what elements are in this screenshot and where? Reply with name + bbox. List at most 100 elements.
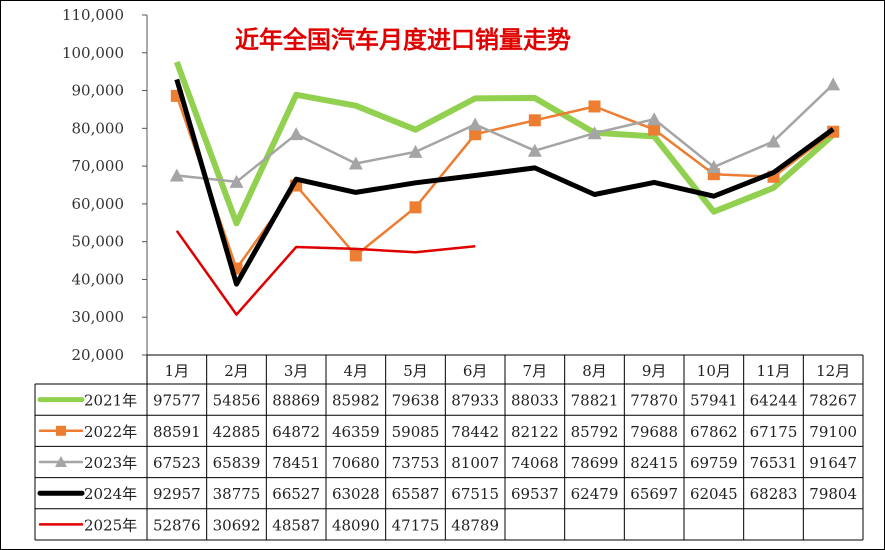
table-cell: 67515 <box>451 485 499 503</box>
table-cell: 70680 <box>332 454 380 472</box>
series-label: 2022年 <box>84 423 137 441</box>
table-cell: 88591 <box>153 423 201 441</box>
table-cell: 68283 <box>750 485 798 503</box>
y-axis: 20,000 30,000 40,000 50,000 60,000 70,000 80,0… <box>62 6 148 364</box>
table-cell: 76531 <box>750 454 798 472</box>
y-tick-label: 100,000 <box>62 44 124 62</box>
table-cell: 78451 <box>272 454 320 472</box>
legend-key-2022 <box>38 425 84 436</box>
table-cell: 79804 <box>809 485 857 503</box>
triangle-marker-icon <box>468 117 483 131</box>
data-table: 1月 2月 3月 4月 5月 6月 7月 8月 9月 10月 11月 12月 2021年 97577 548… <box>34 354 864 541</box>
series-label: 2023年 <box>84 454 137 472</box>
chart-title: 近年全国汽车月度进口销量走势 <box>235 26 571 54</box>
triangle-marker-icon <box>826 77 841 91</box>
table-cell: 59085 <box>392 423 440 441</box>
series-2025 <box>175 230 476 316</box>
table-cell: 92957 <box>153 485 201 503</box>
table-cell: 69759 <box>690 454 738 472</box>
table-cell: 62045 <box>690 485 738 503</box>
table-cell: 82415 <box>630 454 678 472</box>
month-header: 11月 <box>756 362 790 380</box>
table-cell: 46359 <box>332 423 380 441</box>
triangle-marker-icon <box>587 126 602 140</box>
triangle-marker-icon <box>229 174 244 188</box>
triangle-marker-icon <box>706 160 721 174</box>
series-2021 <box>173 60 836 227</box>
triangle-marker-icon <box>527 143 542 157</box>
month-header: 8月 <box>582 362 607 380</box>
table-cell: 81007 <box>451 454 499 472</box>
month-header: 1月 <box>165 362 190 380</box>
month-header: 6月 <box>463 362 488 380</box>
series-2023 <box>169 77 841 188</box>
series-line <box>175 95 834 270</box>
series-label: 2021年 <box>84 392 137 410</box>
table-cell: 30692 <box>213 516 261 534</box>
series-label: 2024年 <box>84 485 137 503</box>
y-tick-label: 30,000 <box>72 308 125 326</box>
table-cell: 64872 <box>272 423 320 441</box>
table-cell: 78821 <box>571 392 619 410</box>
table-cell: 67175 <box>750 423 798 441</box>
y-tick-label: 80,000 <box>72 119 125 137</box>
series-2022 <box>170 89 840 275</box>
table-cell: 66527 <box>272 485 320 503</box>
y-tick-label: 90,000 <box>72 82 125 100</box>
y-tick-label: 60,000 <box>72 195 125 213</box>
series-line <box>174 78 835 287</box>
triangle-marker-icon <box>766 134 781 148</box>
table-cell: 78442 <box>451 423 499 441</box>
table-cell: 67862 <box>690 423 738 441</box>
table-cell: 52876 <box>153 516 201 534</box>
table-cell: 78267 <box>809 392 857 410</box>
table-cell: 79100 <box>809 423 857 441</box>
table-cell: 57941 <box>690 392 738 410</box>
table-cell: 62479 <box>571 485 619 503</box>
y-tick-label: 110,000 <box>62 6 124 24</box>
square-marker-icon <box>648 123 661 136</box>
triangle-marker-icon <box>169 168 184 182</box>
month-header: 4月 <box>344 362 369 380</box>
square-marker-icon <box>349 249 362 262</box>
table-cell: 48789 <box>451 516 499 534</box>
table-cell: 85792 <box>571 423 619 441</box>
series-line <box>175 230 476 316</box>
month-header: 5月 <box>403 362 428 380</box>
table-cell: 54856 <box>213 392 261 410</box>
plot-area <box>169 60 841 316</box>
series-line <box>173 60 836 227</box>
square-marker-icon <box>528 114 541 127</box>
table-cell: 79688 <box>630 423 678 441</box>
table-cell: 91647 <box>809 454 857 472</box>
square-marker-icon <box>56 425 66 436</box>
legend-key-2023 <box>38 456 84 467</box>
month-header: 2月 <box>224 362 249 380</box>
table-cell: 82122 <box>511 423 559 441</box>
table-cell: 79638 <box>392 392 440 410</box>
table-cell: 97577 <box>153 392 201 410</box>
month-header: 3月 <box>284 362 309 380</box>
table-cell: 65587 <box>392 485 440 503</box>
y-tick-label: 40,000 <box>72 270 125 288</box>
month-header: 12月 <box>816 362 850 380</box>
table-cell: 42885 <box>213 423 261 441</box>
triangle-marker-icon <box>647 112 662 126</box>
series-line <box>176 83 835 184</box>
square-marker-icon <box>409 201 422 214</box>
y-tick-label: 20,000 <box>72 346 125 364</box>
table-cell: 78699 <box>571 454 619 472</box>
table-cell: 48587 <box>272 516 320 534</box>
table-cell: 38775 <box>213 485 261 503</box>
table-cell: 85982 <box>332 392 380 410</box>
table-cell: 88869 <box>272 392 320 410</box>
table-cell: 73753 <box>392 454 440 472</box>
table-cell: 63028 <box>332 485 380 503</box>
y-tick-label: 70,000 <box>72 157 125 175</box>
table-cell: 87933 <box>451 392 499 410</box>
table-cell: 65839 <box>213 454 261 472</box>
square-marker-icon <box>469 128 482 141</box>
y-tick-label: 50,000 <box>72 233 125 251</box>
table-cell: 88033 <box>511 392 559 410</box>
